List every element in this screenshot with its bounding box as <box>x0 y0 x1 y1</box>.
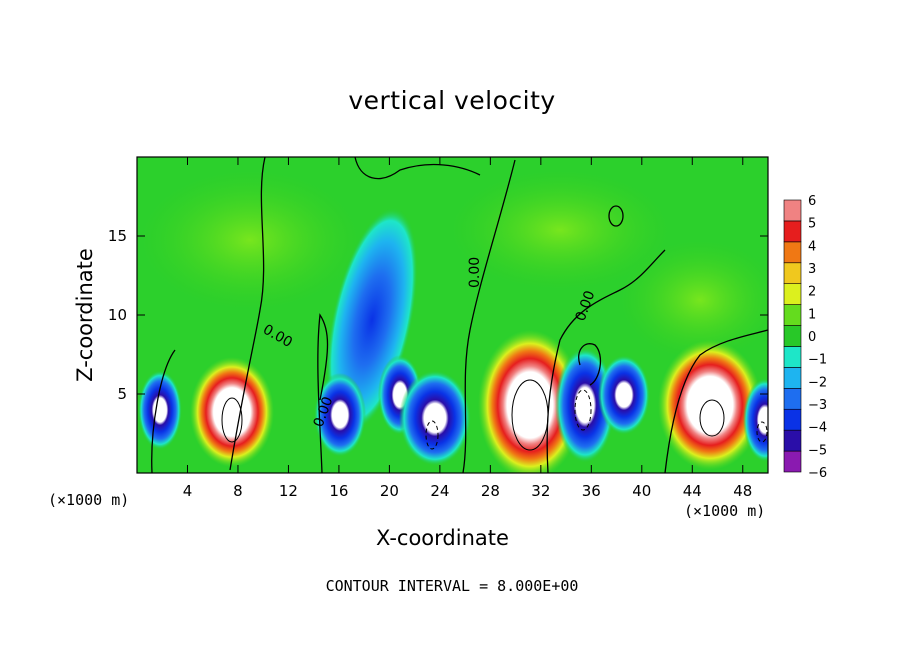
colorbar-tick-label: 5 <box>808 217 816 232</box>
colorbar: 6 5 4 3 2 1 0 −1 −2 −3 −4 −5 −6 <box>783 194 827 481</box>
y-tick-label: 10 <box>108 306 127 324</box>
colorbar-swatch <box>783 346 802 368</box>
contour-label: 0.00 <box>467 257 483 288</box>
colorbar-swatch <box>783 220 802 243</box>
x-tick-label: 32 <box>531 482 550 500</box>
colorbar-swatch <box>783 241 802 264</box>
colorbar-tick-label: −5 <box>808 443 827 458</box>
x-unit-right: (×1000 m) <box>684 502 766 520</box>
x-tick-label: 40 <box>632 482 651 500</box>
colorbar-tick-label: 2 <box>808 285 816 300</box>
colorbar-tick-label: −6 <box>808 466 827 481</box>
colorbar-swatch <box>783 283 802 305</box>
colorbar-tick-label: −1 <box>808 353 827 368</box>
colorbar-tick-label: 0 <box>808 330 816 345</box>
colorbar-swatch <box>783 199 802 222</box>
x-tick-label: 8 <box>233 482 243 500</box>
x-tick-label: 44 <box>683 482 702 500</box>
x-tick-label: 4 <box>183 482 193 500</box>
colorbar-swatch <box>783 429 802 452</box>
x-tick-label: 12 <box>279 482 298 500</box>
colorbar-swatch <box>783 408 802 431</box>
y-tick-label: 5 <box>117 385 127 403</box>
colorbar-tick-label: 1 <box>808 307 816 322</box>
colorbar-swatch <box>783 325 802 347</box>
contour-interval-note: CONTOUR INTERVAL = 8.000E+00 <box>325 577 579 595</box>
colorbar-swatch <box>783 450 802 473</box>
colorbar-swatch <box>783 388 802 410</box>
colorbar-swatch <box>783 304 802 326</box>
interior-contours <box>221 379 768 451</box>
x-tick-label: 20 <box>380 482 399 500</box>
x-tick-label: 24 <box>430 482 449 500</box>
colorbar-tick-label: −3 <box>808 398 827 413</box>
colorbar-tick-label: 3 <box>808 262 816 277</box>
y-axis-label: Z-coordinate <box>73 248 97 382</box>
x-tick-label: 28 <box>481 482 500 500</box>
colorbar-tick-label: 4 <box>808 239 816 254</box>
colorbar-tick-label: −4 <box>808 421 827 436</box>
x-unit-left: (×1000 m) <box>48 491 130 509</box>
y-tick-label: 15 <box>108 227 127 245</box>
velocity-field: 0.00 0.00 0.00 0.00 <box>137 157 768 473</box>
colorbar-swatch <box>783 367 802 389</box>
x-axis-label: X-coordinate <box>376 526 509 550</box>
x-tick-label: 36 <box>582 482 601 500</box>
colorbar-swatch <box>783 262 802 284</box>
colorbar-tick-label: −2 <box>808 375 827 390</box>
x-tick-label: 16 <box>329 482 348 500</box>
x-tick-label: 48 <box>733 482 752 500</box>
colorbar-tick-label: 6 <box>808 194 816 209</box>
chart-title: vertical velocity <box>348 86 556 115</box>
